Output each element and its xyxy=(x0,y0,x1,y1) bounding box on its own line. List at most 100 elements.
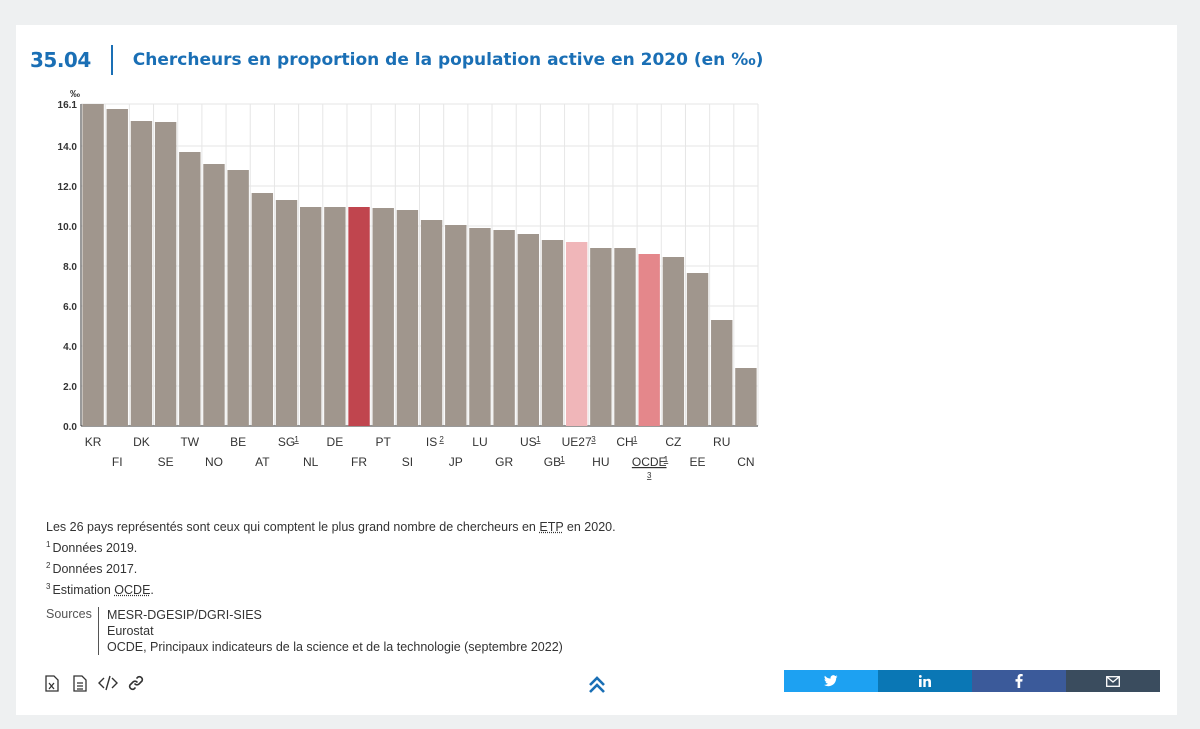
note-2: 2 Données 2017. xyxy=(46,561,138,576)
code-icon[interactable] xyxy=(98,673,118,693)
link-icon[interactable] xyxy=(126,673,146,693)
x-tick-label: JP xyxy=(449,455,463,469)
bar-us xyxy=(517,234,539,426)
bar-ee xyxy=(686,273,709,426)
indicator-number: 35.04 xyxy=(30,48,91,72)
y-tick-label: 14.0 xyxy=(58,142,78,153)
x-tick-label: KR xyxy=(85,435,102,449)
x-tick-label: FI xyxy=(112,455,123,469)
bar-nl xyxy=(300,207,322,426)
x-tick-label: FR xyxy=(351,455,367,469)
sources-list: MESR-DGESIP/DGRI-SIES Eurostat OCDE, Pri… xyxy=(98,607,563,655)
linkedin-share-button[interactable] xyxy=(878,670,972,692)
x-tick-label: CN xyxy=(737,455,754,469)
chart-header: 35.04 Chercheurs en proportion de la pop… xyxy=(30,43,763,77)
twitter-share-button[interactable] xyxy=(784,670,878,692)
y-tick-label: 4.0 xyxy=(63,342,77,353)
x-tick-label: CZ xyxy=(665,435,681,449)
sources-label: Sources xyxy=(46,607,92,621)
bar-fr xyxy=(348,207,370,426)
x-tick-label: UE27 xyxy=(562,435,592,449)
note-ref: 1 xyxy=(560,455,565,464)
source-item: MESR-DGESIP/DGRI-SIES xyxy=(107,608,262,622)
x-tick-label: AT xyxy=(255,455,270,469)
bar-cz xyxy=(662,257,685,426)
header-separator xyxy=(110,45,113,75)
bar-fi xyxy=(106,109,128,426)
bar-se xyxy=(154,122,177,426)
x-tick-label: HU xyxy=(592,455,609,469)
bar-sg xyxy=(275,200,298,426)
y-tick-label: 0.0 xyxy=(63,422,77,433)
x-tick-label: EE xyxy=(690,455,706,469)
note-ref: 1 xyxy=(536,435,541,444)
note-ref: 2 xyxy=(439,435,444,444)
email-share-button[interactable] xyxy=(1066,670,1160,692)
bar-tw xyxy=(179,152,201,426)
y-tick-label: 6.0 xyxy=(63,302,77,313)
x-tick-label: US xyxy=(520,435,537,449)
bar-pt xyxy=(372,208,394,426)
note-intro: Les 26 pays représentés sont ceux qui co… xyxy=(46,520,616,534)
linkedin-icon xyxy=(918,675,931,687)
x-tick-label: TW xyxy=(180,435,199,449)
note-ref: 3 xyxy=(647,471,652,480)
note-ref: 1 xyxy=(633,435,638,444)
bar-gb xyxy=(541,240,564,426)
note-3: 3 Estimation OCDE. xyxy=(46,582,154,597)
note-ref: 1 xyxy=(664,455,669,464)
y-tick-label: 2.0 xyxy=(63,382,77,393)
bar-cn xyxy=(735,368,757,426)
bar-at xyxy=(251,193,274,426)
facebook-share-button[interactable] xyxy=(972,670,1066,692)
source-item: Eurostat xyxy=(107,624,154,638)
x-tick-label: NO xyxy=(205,455,223,469)
download-tools xyxy=(42,673,146,693)
x-tick-label: LU xyxy=(472,435,487,449)
bar-be xyxy=(227,170,249,426)
abbr-etp: ETP xyxy=(539,520,564,534)
note-1: 1 Données 2019. xyxy=(46,540,138,555)
twitter-icon xyxy=(824,675,838,687)
note-ref: 1 xyxy=(294,435,299,444)
x-tick-label: RU xyxy=(713,435,730,449)
indicator-card: 35.04 Chercheurs en proportion de la pop… xyxy=(16,25,1177,715)
bar-hu xyxy=(590,248,612,426)
chart-notes: Les 26 pays représentés sont ceux qui co… xyxy=(46,519,616,599)
x-tick-label: GB xyxy=(544,455,561,469)
bar-ocde xyxy=(638,254,660,426)
bar-ue27 xyxy=(565,242,588,426)
y-unit-label: ‰ xyxy=(70,89,80,100)
bar-si xyxy=(396,210,419,426)
x-tick-label: DE xyxy=(327,435,344,449)
x-tick-label: PT xyxy=(376,435,392,449)
x-tick-label: SG xyxy=(278,435,295,449)
y-tick-label: 16.1 xyxy=(58,100,78,111)
scroll-top-icon[interactable] xyxy=(586,673,608,695)
bar-no xyxy=(203,164,225,426)
chart-title: Chercheurs en proportion de la populatio… xyxy=(132,50,764,70)
bar-jp xyxy=(445,225,467,426)
bar-kr xyxy=(82,104,104,426)
excel-icon[interactable] xyxy=(42,673,62,693)
bar-de xyxy=(324,207,346,426)
x-tick-label: SE xyxy=(158,455,174,469)
x-tick-label: SI xyxy=(402,455,413,469)
bar-ch xyxy=(614,248,636,426)
bar-dk xyxy=(130,121,153,426)
email-icon xyxy=(1106,675,1120,687)
facebook-icon xyxy=(1015,674,1023,688)
y-tick-label: 8.0 xyxy=(63,262,77,273)
bar-chart: 0.0 2.0 4.0 6.0 8.0 10.0 12.0 14.0 16.1‰ KR FI DK SE… xyxy=(58,89,759,480)
bar-lu xyxy=(469,228,491,426)
bar-ru xyxy=(711,320,733,426)
x-tick-label: OCDE xyxy=(632,455,667,469)
document-icon[interactable] xyxy=(70,673,90,693)
note-ref: 3 xyxy=(591,435,596,444)
share-bar xyxy=(784,670,1160,692)
abbr-ocde: OCDE xyxy=(114,583,151,597)
x-tick-label: GR xyxy=(495,455,513,469)
x-tick-label: CH xyxy=(616,435,633,449)
bar-is xyxy=(420,220,443,426)
x-tick-label: IS xyxy=(426,435,437,449)
